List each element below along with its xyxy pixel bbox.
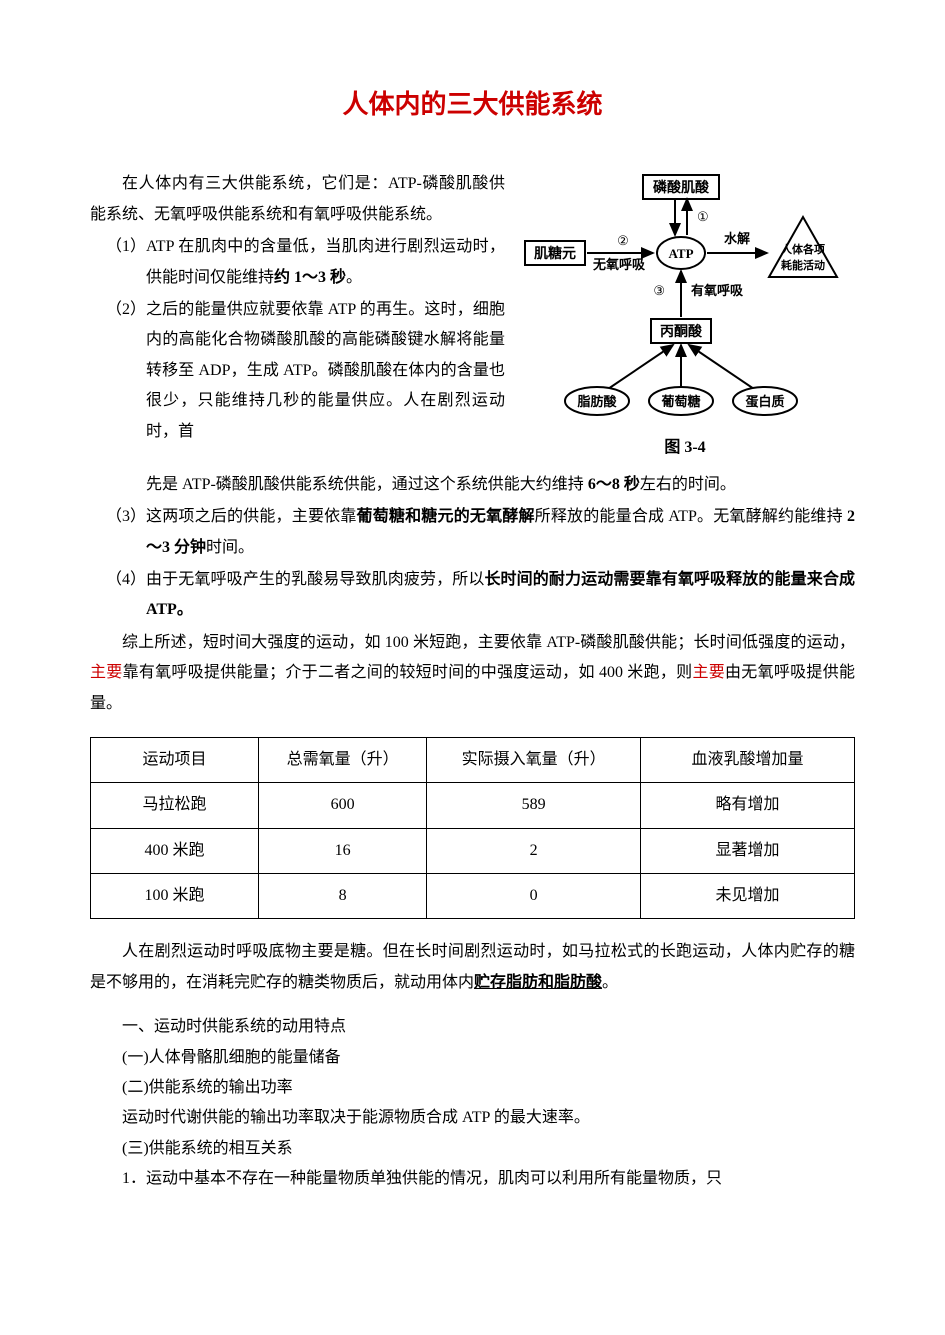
table-cell: 8 (259, 874, 427, 919)
summary-text: 综上所述，短时间大强度的运动，如 100 米短跑，主要依靠 ATP-磷酸肌酸供能… (122, 634, 855, 651)
item-number: （1） (90, 232, 146, 293)
table-header: 总需氧量（升） (259, 737, 427, 782)
section-line: 运动时代谢供能的输出功率取决于能源物质合成 ATP 的最大速率。 (90, 1103, 855, 1133)
section-line: 1．运动中基本不存在一种能量物质单独供能的情况，肌肉可以利用所有能量物质，只 (90, 1164, 855, 1194)
svg-text:③: ③ (653, 283, 665, 298)
svg-text:蛋白质: 蛋白质 (745, 394, 784, 409)
item-number: （3） (90, 502, 146, 563)
table-cell: 2 (427, 828, 641, 873)
item-number: （2） (90, 295, 146, 447)
diagram-svg: 磷酸肌酸 肌糖元 ATP 人体各项耗能活动 ① ② 无氧呼吸 (515, 169, 855, 429)
item-text: 时间。 (206, 539, 254, 556)
table-row: 400 米跑162显著增加 (91, 828, 855, 873)
summary-red: 主要 (692, 664, 725, 681)
intro-text-block: 在人体内有三大供能系统，它们是：ATP-磷酸肌酸供能系统、无氧呼吸供能系统和有氧… (90, 169, 505, 463)
list-item-4: （4） 由于无氧呼吸产生的乳酸易导致肌肉疲劳，所以长时间的耐力运动需要靠有氧呼吸… (90, 565, 855, 626)
svg-text:水解: 水解 (724, 231, 750, 246)
section-line: (二)供能系统的输出功率 (90, 1073, 855, 1103)
item-text: 所释放的能量合成 ATP。无氧酵解约能维持 (535, 508, 847, 525)
svg-text:ATP: ATP (668, 246, 693, 261)
para-underline: 贮存脂肪和脂肪酸 (474, 974, 602, 991)
item-bold: 约 1～3 秒 (274, 269, 346, 286)
energy-diagram: 磷酸肌酸 肌糖元 ATP 人体各项耗能活动 ① ② 无氧呼吸 (515, 169, 855, 463)
table-row: 100 米跑80未见增加 (91, 874, 855, 919)
svg-text:②: ② (617, 233, 629, 248)
table-cell: 589 (427, 783, 641, 828)
section-line: (一)人体骨骼肌细胞的能量储备 (90, 1043, 855, 1073)
list-item-3: （3） 这两项之后的供能，主要依靠葡萄糖和糖元的无氧酵解所释放的能量合成 ATP… (90, 502, 855, 563)
table-header-row: 运动项目 总需氧量（升） 实际摄入氧量（升） 血液乳酸增加量 (91, 737, 855, 782)
table-cell: 100 米跑 (91, 874, 259, 919)
section-line: (三)供能系统的相互关系 (90, 1134, 855, 1164)
table-header: 血液乳酸增加量 (641, 737, 855, 782)
table-cell: 未见增加 (641, 874, 855, 919)
item-bold: 葡萄糖和糖元的无氧酵解 (357, 508, 535, 525)
section-list: 一、运动时供能系统的动用特点(一)人体骨骼肌细胞的能量储备(二)供能系统的输出功… (90, 1012, 855, 1194)
item-text: 由于无氧呼吸产生的乳酸易导致肌肉疲劳，所以 (146, 571, 484, 588)
table-header: 运动项目 (91, 737, 259, 782)
summary-text: 靠有氧呼吸提供能量；介于二者之间的较短时间的中强度运动，如 400 米跑，则 (123, 664, 693, 681)
table-cell: 400 米跑 (91, 828, 259, 873)
list-item-2-bottom: （2） 先是 ATP-磷酸肌酸供能系统供能，通过这个系统供能大约维持 6～8 秒… (90, 470, 855, 500)
section-line: 一、运动时供能系统的动用特点 (90, 1012, 855, 1042)
summary-paragraph: 综上所述，短时间大强度的运动，如 100 米短跑，主要依靠 ATP-磷酸肌酸供能… (90, 628, 855, 719)
svg-text:丙酮酸: 丙酮酸 (660, 323, 703, 340)
svg-text:磷酸肌酸: 磷酸肌酸 (653, 179, 710, 196)
data-table: 运动项目 总需氧量（升） 实际摄入氧量（升） 血液乳酸增加量 马拉松跑60058… (90, 737, 855, 920)
para-text: 人在剧烈运动时呼吸底物主要是糖。但在长时间剧烈运动时，如马拉松式的长跑运动，人体… (90, 943, 855, 990)
item-text-post: 。 (346, 269, 362, 286)
svg-text:无氧呼吸: 无氧呼吸 (592, 257, 646, 272)
svg-text:①: ① (697, 209, 709, 224)
summary-red: 主要 (90, 664, 123, 681)
svg-text:脂肪酸: 脂肪酸 (576, 394, 617, 409)
table-cell: 略有增加 (641, 783, 855, 828)
table-cell: 0 (427, 874, 641, 919)
paragraph-fat: 人在剧烈运动时呼吸底物主要是糖。但在长时间剧烈运动时，如马拉松式的长跑运动，人体… (90, 937, 855, 998)
list-item-2-top: （2） 之后的能量供应就要依靠 ATP 的再生。这时，细胞内的高能化合物磷酸肌酸… (90, 295, 505, 447)
intro-paragraph: 在人体内有三大供能系统，它们是：ATP-磷酸肌酸供能系统、无氧呼吸供能系统和有氧… (90, 169, 505, 230)
table-row: 马拉松跑600589略有增加 (91, 783, 855, 828)
table-cell: 16 (259, 828, 427, 873)
table-cell: 600 (259, 783, 427, 828)
svg-text:葡萄糖: 葡萄糖 (660, 394, 700, 409)
item-number: （4） (90, 565, 146, 626)
table-header: 实际摄入氧量（升） (427, 737, 641, 782)
para-text: 。 (602, 974, 618, 991)
page-title: 人体内的三大供能系统 (90, 80, 855, 129)
svg-text:有氧呼吸: 有氧呼吸 (691, 283, 744, 298)
svg-text:肌糖元: 肌糖元 (534, 245, 576, 262)
diagram-caption: 图 3-4 (515, 433, 855, 463)
list-item-1: （1） ATP 在肌肉中的含量低，当肌肉进行剧烈运动时，供能时间仅能维持约 1～… (90, 232, 505, 293)
table-cell: 显著增加 (641, 828, 855, 873)
item-text: 这两项之后的供能，主要依靠 (146, 508, 357, 525)
table-cell: 马拉松跑 (91, 783, 259, 828)
